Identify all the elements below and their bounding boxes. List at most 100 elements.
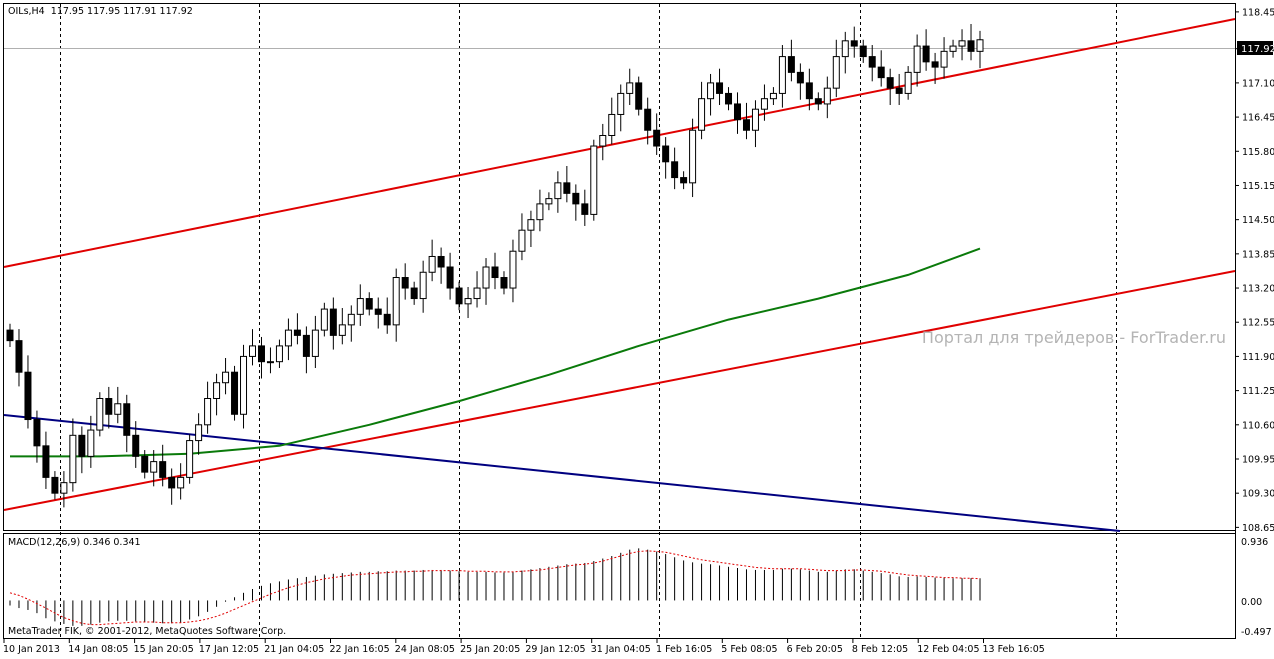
candle-body — [751, 108, 759, 131]
candle-body — [401, 277, 409, 289]
candle-body — [778, 56, 786, 94]
time-tick-label: 22 Jan 16:05 — [330, 644, 390, 655]
candle-body — [338, 324, 346, 336]
candle-body — [293, 329, 301, 336]
price-tick-label: 117.10 — [1242, 78, 1274, 89]
candle-body — [832, 56, 840, 89]
copyright-text: MetaTrader FIK, © 2001-2012, MetaQuotes … — [8, 626, 286, 637]
candle-body — [922, 45, 930, 63]
candle-body — [644, 108, 652, 131]
candle-body — [257, 345, 265, 363]
candle-body — [769, 92, 777, 100]
channel-upper-line[interactable] — [3, 18, 1236, 268]
candle-body — [240, 355, 248, 415]
candle-body — [949, 45, 957, 52]
time-tick-label: 24 Jan 08:05 — [395, 644, 455, 655]
candle-body — [464, 298, 472, 305]
candle-body — [69, 434, 77, 484]
macd-scale-bottom: -0.497 — [1241, 627, 1272, 638]
candle-body — [141, 455, 149, 473]
candle-body — [383, 313, 391, 326]
candle-body — [742, 119, 750, 131]
candle-body — [213, 382, 221, 400]
candle-body — [419, 271, 427, 300]
candle-body — [159, 461, 167, 478]
candle-body — [886, 77, 894, 89]
time-tick-label: 25 Jan 20:05 — [460, 644, 520, 655]
candle-body — [195, 424, 203, 442]
candle-body — [545, 198, 553, 205]
price-tick-label: 115.15 — [1242, 181, 1274, 192]
candle-body — [680, 177, 688, 184]
candle-body — [15, 340, 23, 373]
candle-body — [707, 82, 715, 100]
candle-body — [814, 98, 822, 105]
candle-body — [617, 92, 625, 115]
vertical-gridlines — [60, 4, 1117, 638]
candle-body — [114, 403, 122, 415]
candle-body — [356, 298, 364, 315]
candle-body — [913, 45, 921, 73]
moving-average-line — [10, 247, 981, 458]
candle-body — [42, 445, 50, 478]
candle-body — [518, 229, 526, 252]
candle-body — [940, 50, 948, 68]
candle-body — [725, 92, 733, 105]
candle-body — [392, 277, 400, 326]
candle-body — [635, 82, 643, 110]
macd-scale-top: 0.936 — [1241, 537, 1268, 548]
candle-body — [787, 56, 795, 73]
candle-body — [24, 371, 32, 421]
candle-body — [796, 71, 804, 84]
candle-body — [671, 161, 679, 179]
candle-body — [320, 308, 328, 331]
candle-body — [805, 82, 813, 100]
candle-body — [6, 329, 14, 342]
candle-body — [626, 82, 634, 94]
watermark: Портал для трейдеров - ForTrader.ru — [922, 328, 1226, 347]
candle-body — [284, 329, 292, 347]
candle-body — [275, 345, 283, 363]
candle-body — [590, 145, 598, 215]
candle-body — [536, 203, 544, 221]
candle-body — [491, 266, 499, 279]
candle-body — [204, 398, 212, 426]
candle-body — [302, 334, 310, 357]
macd-histogram — [9, 548, 981, 626]
macd-signal-line — [9, 550, 981, 626]
candle-body — [554, 182, 562, 200]
price-tick-label: 109.30 — [1242, 489, 1274, 500]
time-tick-label: 13 Feb 16:05 — [983, 644, 1045, 655]
price-tick-label: 113.20 — [1242, 284, 1274, 295]
candle-body — [841, 40, 849, 58]
time-tick-label: 10 Jan 2013 — [3, 644, 60, 655]
candle-body — [850, 40, 858, 47]
price-tick-label: 110.60 — [1242, 420, 1274, 431]
candle-body — [967, 40, 975, 52]
price-tick-label: 111.90 — [1242, 352, 1274, 363]
candle-body — [231, 371, 239, 415]
candle-body — [428, 255, 436, 273]
candle-body — [33, 419, 41, 447]
candle-body — [51, 476, 59, 494]
price-tick-label: 116.45 — [1242, 113, 1274, 124]
candle-body — [931, 61, 939, 68]
candle-body — [455, 287, 463, 305]
candle-body — [976, 39, 984, 52]
time-tick-label: 14 Jan 08:05 — [68, 644, 128, 655]
candle-body — [222, 371, 230, 384]
price-tick-label: 111.25 — [1242, 386, 1274, 397]
time-tick-label: 5 Feb 08:05 — [721, 644, 777, 655]
price-tick-label: 113.85 — [1242, 249, 1274, 260]
time-tick-label: 8 Feb 12:05 — [852, 644, 908, 655]
candle-body — [87, 429, 95, 457]
channel-lower-line[interactable] — [3, 270, 1236, 511]
candle-body — [716, 82, 724, 94]
time-tick-label: 15 Jan 20:05 — [134, 644, 194, 655]
candle-body — [266, 361, 274, 364]
candle-body — [823, 87, 831, 105]
price-tick-label: 108.65 — [1242, 523, 1274, 534]
time-tick-label: 12 Feb 04:05 — [917, 644, 979, 655]
